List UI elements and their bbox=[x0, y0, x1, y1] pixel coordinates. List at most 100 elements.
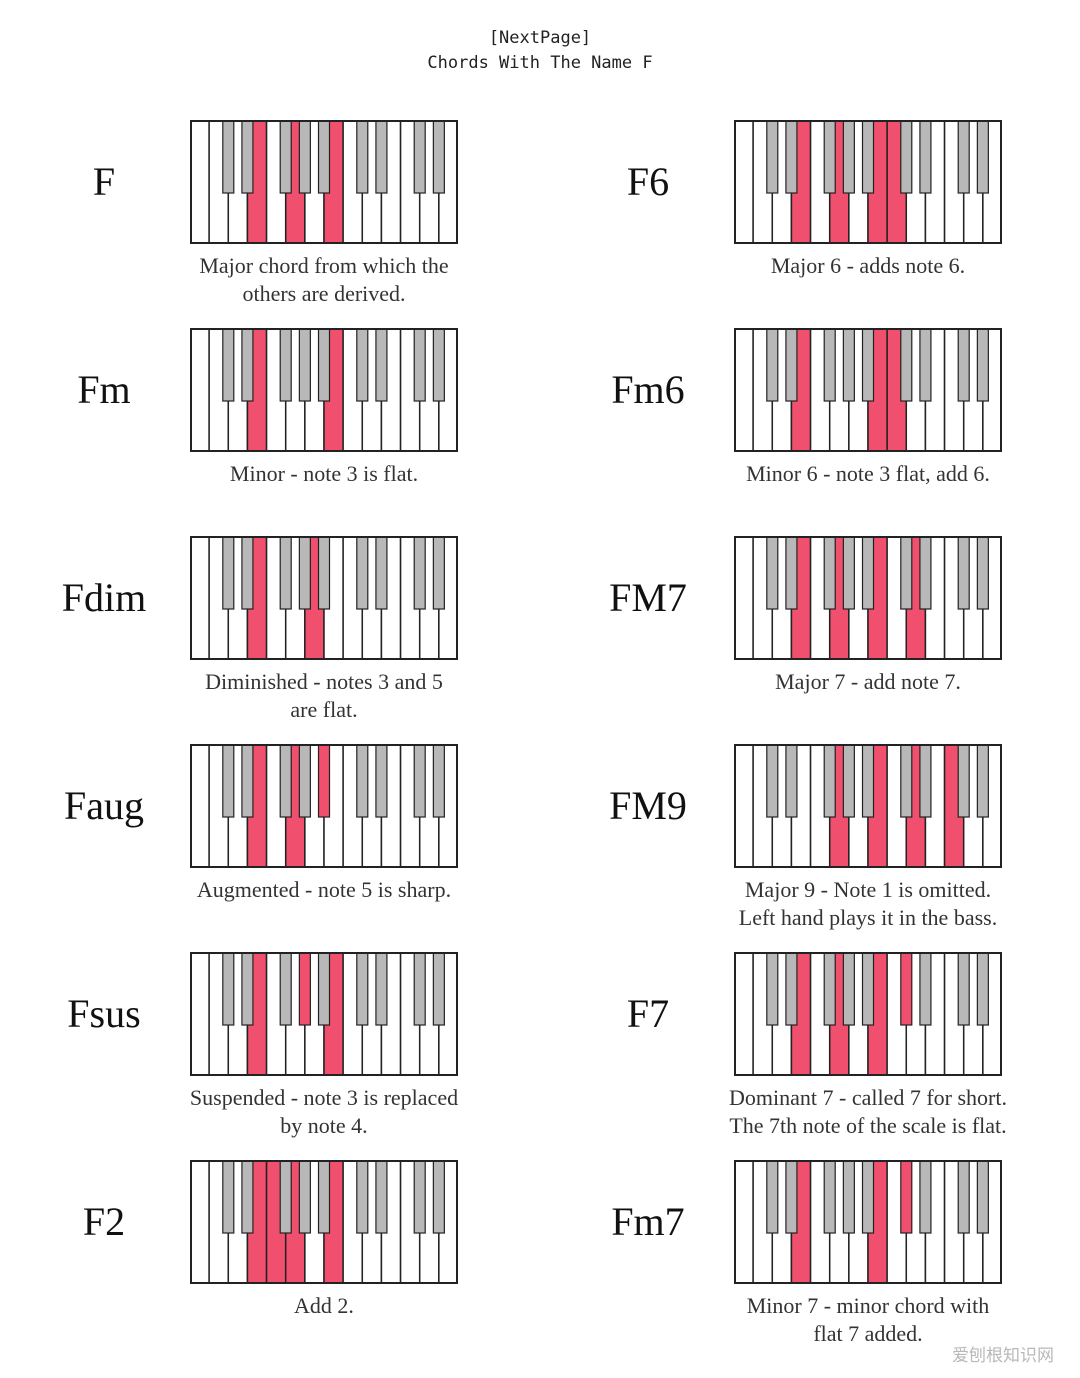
black-key bbox=[356, 536, 369, 610]
black-key bbox=[785, 328, 798, 402]
white-key bbox=[734, 120, 754, 244]
keyboard-frame bbox=[190, 536, 458, 660]
black-key bbox=[298, 120, 311, 194]
black-key bbox=[279, 744, 292, 818]
description-line: Major 6 - adds note 6. bbox=[770, 253, 966, 278]
black-key bbox=[241, 120, 254, 194]
black-key bbox=[957, 328, 970, 402]
description-line: Diminished - notes 3 and 5 bbox=[205, 669, 443, 694]
black-key bbox=[842, 1160, 855, 1234]
black-key bbox=[432, 328, 445, 402]
keyboard-diagram bbox=[734, 120, 1002, 244]
keyboard-diagram bbox=[190, 952, 458, 1076]
description-line: Augmented - note 5 is sharp. bbox=[196, 877, 452, 902]
black-key bbox=[279, 952, 292, 1026]
chord-name: F7 bbox=[626, 991, 670, 1036]
chord-description: Minor 6 - note 3 flat, add 6. bbox=[688, 460, 1048, 488]
white-key bbox=[734, 1160, 754, 1284]
black-key bbox=[861, 744, 875, 818]
black-key bbox=[957, 536, 970, 610]
black-key bbox=[279, 120, 292, 194]
keyboard-diagram bbox=[190, 536, 458, 660]
chord-name: Fsus bbox=[67, 991, 141, 1036]
black-key bbox=[976, 744, 989, 818]
chord-name: F bbox=[92, 159, 116, 204]
black-key bbox=[861, 952, 875, 1026]
chord-description: Major chord from which the others are der… bbox=[144, 252, 504, 308]
black-key bbox=[766, 952, 779, 1026]
chord-description: Minor - note 3 is flat. bbox=[144, 460, 504, 488]
black-key bbox=[241, 952, 254, 1026]
black-key bbox=[317, 120, 331, 194]
black-key bbox=[222, 952, 235, 1026]
black-key bbox=[241, 744, 254, 818]
black-key bbox=[375, 536, 388, 610]
black-key bbox=[900, 120, 913, 194]
black-key-highlighted bbox=[298, 952, 311, 1026]
black-key bbox=[413, 328, 426, 402]
black-key bbox=[976, 1160, 989, 1234]
black-key bbox=[900, 536, 913, 610]
black-key bbox=[976, 328, 989, 402]
black-key-highlighted bbox=[900, 952, 913, 1026]
black-key bbox=[842, 952, 855, 1026]
description-line: Major 7 - add note 7. bbox=[775, 669, 961, 694]
black-key bbox=[919, 952, 932, 1026]
white-key bbox=[190, 536, 210, 660]
black-key bbox=[222, 536, 235, 610]
description-line: Dominant 7 - called 7 for short. bbox=[729, 1085, 1007, 1110]
chord-description: Augmented - note 5 is sharp. bbox=[144, 876, 504, 904]
keyboard-frame bbox=[734, 120, 1002, 244]
white-key bbox=[190, 328, 210, 452]
white-key bbox=[190, 1160, 210, 1284]
chord-description: Major 9 - Note 1 is omitted. Left hand pl… bbox=[688, 876, 1048, 932]
black-key bbox=[976, 536, 989, 610]
black-key bbox=[298, 328, 311, 402]
chord-description: Major 6 - adds note 6. bbox=[688, 252, 1048, 280]
chord-description: Major 7 - add note 7. bbox=[688, 668, 1048, 696]
description-line: Add 2. bbox=[294, 1293, 354, 1318]
black-key bbox=[413, 952, 426, 1026]
keyboard-diagram bbox=[190, 1160, 458, 1284]
black-key bbox=[842, 328, 855, 402]
black-key bbox=[317, 328, 331, 402]
black-key bbox=[432, 536, 445, 610]
watermark: 爱刨根知识网 bbox=[952, 1346, 1054, 1366]
black-key bbox=[317, 1160, 331, 1234]
black-key bbox=[413, 1160, 426, 1234]
keyboard-frame bbox=[734, 744, 1002, 868]
black-key bbox=[356, 328, 369, 402]
black-key bbox=[957, 1160, 970, 1234]
black-key bbox=[957, 744, 970, 818]
black-key bbox=[413, 120, 426, 194]
black-key bbox=[785, 744, 798, 818]
description-line: Minor 6 - note 3 flat, add 6. bbox=[746, 461, 990, 486]
black-key bbox=[222, 120, 235, 194]
white-key bbox=[190, 744, 210, 868]
white-key bbox=[734, 952, 754, 1076]
chord-name: Fdim bbox=[61, 575, 147, 620]
page-title: Chords With The Name F bbox=[427, 53, 653, 73]
black-key bbox=[900, 744, 913, 818]
white-key bbox=[190, 952, 210, 1076]
keyboard-diagram bbox=[734, 744, 1002, 868]
black-key bbox=[375, 328, 388, 402]
black-key bbox=[919, 328, 932, 402]
black-key bbox=[766, 744, 779, 818]
black-key bbox=[317, 952, 331, 1026]
black-key bbox=[823, 1160, 836, 1234]
black-key bbox=[298, 536, 311, 610]
black-key bbox=[919, 1160, 932, 1234]
black-key bbox=[766, 328, 779, 402]
white-key bbox=[734, 328, 754, 452]
black-key bbox=[356, 952, 369, 1026]
description-line: Suspended - note 3 is replaced bbox=[189, 1085, 459, 1110]
chord-name: Fm6 bbox=[611, 367, 685, 412]
black-key bbox=[766, 536, 779, 610]
black-key bbox=[413, 536, 426, 610]
black-key bbox=[785, 1160, 798, 1234]
keyboard-frame bbox=[190, 120, 458, 244]
black-key bbox=[222, 744, 235, 818]
description-line: Minor 7 - minor chord with bbox=[746, 1293, 990, 1318]
keyboard-frame bbox=[734, 952, 1002, 1076]
